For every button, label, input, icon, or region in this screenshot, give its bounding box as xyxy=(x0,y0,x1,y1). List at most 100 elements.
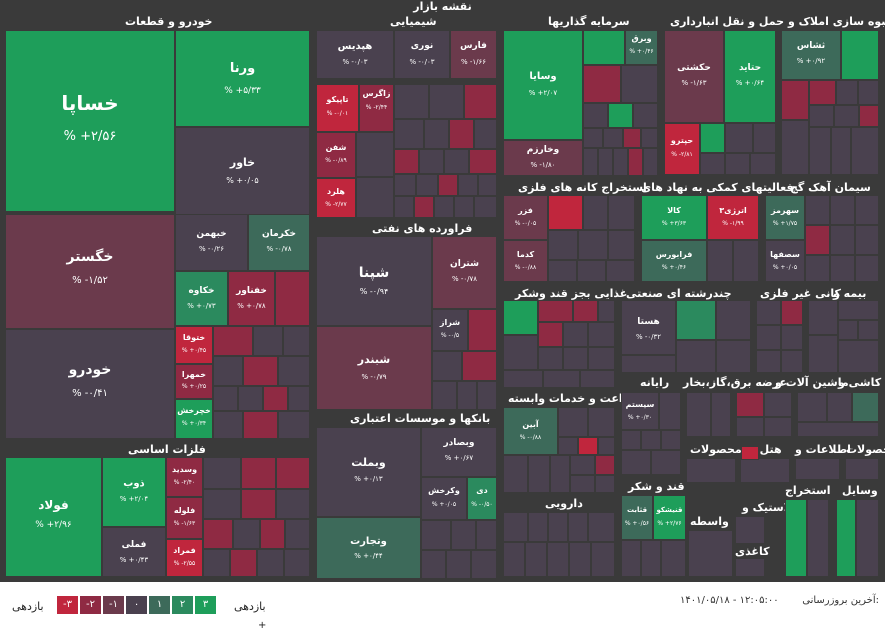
tile-bank-s5[interactable] xyxy=(446,550,471,579)
tile-mine-s7[interactable] xyxy=(548,260,577,282)
tile-bank-s6[interactable] xyxy=(471,550,497,579)
tile-oil-s6[interactable] xyxy=(477,381,497,410)
tile-oil-s1[interactable] xyxy=(468,309,497,351)
tile-auto-small-10[interactable] xyxy=(263,386,288,411)
tile-shabandar[interactable]: شبندر % -۰/۷۹ xyxy=(316,326,432,410)
tile-ph-s2[interactable] xyxy=(528,512,548,542)
tile-khgostar[interactable]: خگستر % -۱/۵۲ xyxy=(5,214,175,329)
tile-varna[interactable]: ورنا % +۵/۳۳ xyxy=(175,30,310,127)
tile-oil-s2[interactable] xyxy=(432,351,462,381)
tile-auto-small-2[interactable] xyxy=(213,326,253,356)
tile-ph-s6[interactable] xyxy=(503,542,525,577)
tile-bm-s13[interactable] xyxy=(257,549,284,577)
tile-mine-s4[interactable] xyxy=(583,195,608,230)
tile-re-s1[interactable] xyxy=(841,30,879,80)
tile-chem-s16[interactable] xyxy=(438,174,458,196)
tile-zob[interactable]: ذوب % +۲/۰۴ xyxy=(102,457,166,527)
tile-sasfaha[interactable]: سصفها % +۰/۰۵ xyxy=(765,240,805,282)
tile-food-s4[interactable] xyxy=(598,300,615,322)
tile-chem-s11[interactable] xyxy=(419,149,444,174)
tile-bm-s1[interactable] xyxy=(203,457,241,489)
tile-multi-s5[interactable] xyxy=(716,340,751,373)
tile-re-s3[interactable] xyxy=(809,80,836,105)
tile-agr-s9[interactable] xyxy=(570,455,595,475)
tile-khkerman[interactable]: خکرمان % -۰/۷۸ xyxy=(248,214,310,271)
tile-chem-s23[interactable] xyxy=(474,196,497,218)
tile-chem-s4[interactable] xyxy=(464,84,497,119)
tile-chem-s12[interactable] xyxy=(444,149,469,174)
tile-halard[interactable]: هلرد % -۲/۷۷ xyxy=(316,178,356,218)
tile-chem-s22[interactable] xyxy=(454,196,474,218)
tile-khavar[interactable]: خاور % +۰/۰۵ xyxy=(175,127,310,215)
tile-chem-s6[interactable] xyxy=(424,119,449,149)
tile-shepna[interactable]: شپنا % -۰/۹۴ xyxy=(316,236,432,326)
tile-agr-s7[interactable] xyxy=(528,455,550,493)
tile-mine-s5[interactable] xyxy=(608,195,635,230)
tile-inv-s12[interactable] xyxy=(598,148,613,176)
tile-inv-s4[interactable] xyxy=(583,103,608,128)
tile-re-s6[interactable] xyxy=(809,105,834,127)
tile-comp-s1[interactable] xyxy=(659,392,681,430)
tile-tr-s2[interactable] xyxy=(725,123,753,153)
tile-kala[interactable]: کالا % +۳/۶۳ xyxy=(641,195,707,240)
tile-food-s10[interactable] xyxy=(563,347,588,370)
tile-inv-s11[interactable] xyxy=(583,148,598,176)
tile-ghnishko[interactable]: قنیشکو % +۲/۷۶ xyxy=(653,495,686,540)
tile-chem-s19[interactable] xyxy=(394,196,414,218)
tile-chem-s3[interactable] xyxy=(429,84,464,119)
tile-ins-s6[interactable] xyxy=(838,340,879,373)
tile-cem-s8[interactable] xyxy=(830,255,855,282)
tile-mach-s2[interactable] xyxy=(764,392,792,417)
tile-khbahman[interactable]: خبهمن % -۰/۲۶ xyxy=(175,214,248,271)
tile-comp-s4[interactable] xyxy=(661,430,681,450)
tile-chem-s5[interactable] xyxy=(394,119,424,149)
tile-vkarkhesh[interactable]: وکرخش % +۰/۰۵ xyxy=(421,477,467,520)
tile-food-s1[interactable] xyxy=(503,300,538,335)
tile-inv-s15[interactable] xyxy=(643,148,658,176)
tile-ins-s5[interactable] xyxy=(808,335,838,373)
tile-agr-s11[interactable] xyxy=(570,475,595,493)
tile-inv-s7[interactable] xyxy=(583,128,603,148)
tile-ext-s1[interactable] xyxy=(785,499,807,577)
tile-inv-s5[interactable] xyxy=(608,103,633,128)
tile-inv-s6[interactable] xyxy=(633,103,658,128)
tile-fars[interactable]: فارس % -۱/۶۶ xyxy=(450,30,497,79)
tile-food-s9[interactable] xyxy=(538,347,563,370)
tile-bm-s9[interactable] xyxy=(260,519,285,549)
tile-chem-s15[interactable] xyxy=(416,174,438,196)
tile-faloole[interactable]: فلوله % -۱/۶۳ xyxy=(166,497,203,539)
tile-mine-s1[interactable] xyxy=(548,195,583,230)
tile-cem-s5[interactable] xyxy=(830,225,855,255)
tile-bm-s8[interactable] xyxy=(233,519,260,549)
tile-multi-s1[interactable] xyxy=(676,300,716,340)
tile-food-s13[interactable] xyxy=(543,370,580,388)
tile-cem-s7[interactable] xyxy=(805,255,830,282)
tile-inv-s9[interactable] xyxy=(623,128,641,148)
tile-re-s11[interactable] xyxy=(831,127,851,175)
tile-paper-s1[interactable] xyxy=(735,558,765,577)
tile-ph-s7[interactable] xyxy=(525,542,547,577)
tile-re-s7[interactable] xyxy=(834,105,859,127)
tile-re-s5[interactable] xyxy=(858,80,879,105)
tile-auto-small-13[interactable] xyxy=(243,411,278,439)
tile-auto-small-5[interactable] xyxy=(213,356,243,386)
tile-sahormoz[interactable]: سهرمز % +۱/۷۵ xyxy=(765,195,805,240)
tile-chem-s9[interactable] xyxy=(356,177,394,218)
tile-sashas[interactable]: ثشاس % +۰/۹۲ xyxy=(781,30,841,80)
tile-bm-s3[interactable] xyxy=(276,457,310,489)
tile-bm-s5[interactable] xyxy=(241,489,276,519)
tile-auto-small-8[interactable] xyxy=(213,386,238,411)
tile-bm-s6[interactable] xyxy=(276,489,310,519)
tile-bm-s7[interactable] xyxy=(203,519,233,549)
tile-agr-s2[interactable] xyxy=(588,407,615,437)
tile-food-s2[interactable] xyxy=(538,300,573,322)
tile-day[interactable]: دی % -۰/۵۰ xyxy=(467,477,497,520)
tile-khfanavar[interactable]: خفناور % +۰/۷۸ xyxy=(228,271,275,326)
tile-vasadid[interactable]: وسدید % -۲/۴۰ xyxy=(166,457,203,497)
tile-hasta[interactable]: هستا % -۰/۳۲ xyxy=(621,300,676,355)
tile-agr-s6[interactable] xyxy=(503,455,528,493)
tile-tr-s1[interactable] xyxy=(700,123,725,153)
tile-food-s3[interactable] xyxy=(573,300,598,322)
tile-chem-s17[interactable] xyxy=(458,174,478,196)
tile-inv-s13[interactable] xyxy=(613,148,628,176)
